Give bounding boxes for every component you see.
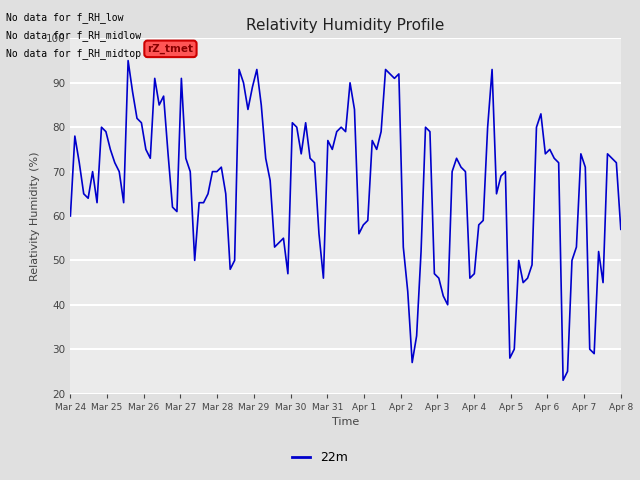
Text: No data for f_RH_midlow: No data for f_RH_midlow: [6, 30, 141, 41]
Text: rZ_tmet: rZ_tmet: [147, 44, 193, 54]
Text: No data for f_RH_midtop: No data for f_RH_midtop: [6, 48, 141, 60]
X-axis label: Time: Time: [332, 417, 359, 427]
Title: Relativity Humidity Profile: Relativity Humidity Profile: [246, 18, 445, 33]
Y-axis label: Relativity Humidity (%): Relativity Humidity (%): [30, 151, 40, 281]
Legend: 22m: 22m: [287, 446, 353, 469]
Text: No data for f_RH_low: No data for f_RH_low: [6, 12, 124, 23]
